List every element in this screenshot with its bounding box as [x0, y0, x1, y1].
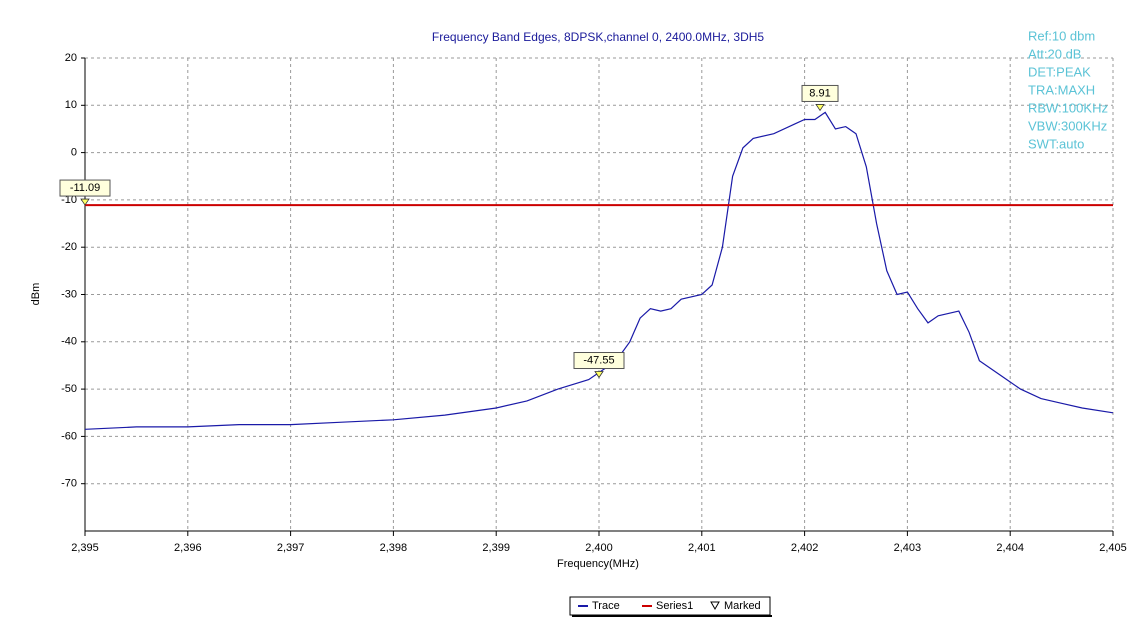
x-tick-label: 2,399: [482, 542, 510, 554]
x-tick-label: 2,397: [277, 542, 305, 554]
x-tick-label: 2,403: [894, 542, 922, 554]
annotation: DET:PEAK: [1028, 64, 1091, 79]
y-tick-label: -30: [61, 288, 77, 300]
marker-label: -47.55: [583, 354, 614, 366]
marker: [815, 104, 825, 112]
marker-label: 8.91: [809, 87, 830, 99]
y-tick-label: 0: [71, 147, 77, 159]
marker-label-box: [59, 179, 111, 197]
y-tick-label: -60: [61, 430, 77, 442]
y-tick-label: 20: [65, 52, 77, 64]
x-tick-label: 2,401: [688, 542, 716, 554]
y-tick-label: -20: [61, 241, 77, 253]
x-tick-label: 2,405: [1099, 542, 1127, 554]
annotation: VBW:300KHz: [1028, 118, 1107, 133]
y-tick-label: -50: [61, 383, 77, 395]
x-tick-label: 2,404: [996, 542, 1024, 554]
legend-label: Marked: [724, 600, 761, 612]
x-axis-label: Frequency(MHz): [557, 558, 639, 570]
legend-swatch: [710, 601, 720, 611]
annotation: RBW:100KHz: [1028, 100, 1108, 115]
annotation: Ref:10 dbm: [1028, 28, 1095, 43]
annotation: TRA:MAXH: [1028, 82, 1095, 97]
annotation: Att:20 dB: [1028, 46, 1081, 61]
marker-label-box: [801, 84, 839, 102]
marker-label-box: [573, 352, 625, 370]
legend-label: Trace: [592, 600, 620, 612]
x-tick-label: 2,400: [585, 542, 613, 554]
y-axis-label: dBm: [30, 283, 42, 306]
y-tick-label: -10: [61, 194, 77, 206]
annotation: SWT:auto: [1028, 136, 1084, 151]
marker: [80, 198, 90, 206]
y-tick-label: -70: [61, 478, 77, 490]
x-tick-label: 2,402: [791, 542, 819, 554]
series-line: [84, 111, 1114, 430]
marker-label: -11.09: [70, 182, 100, 194]
marker: [594, 371, 604, 379]
x-tick-label: 2,395: [71, 542, 99, 554]
chart-title: Frequency Band Edges, 8DPSK,channel 0, 2…: [432, 30, 765, 44]
legend-label: Series1: [656, 600, 693, 612]
x-tick-label: 2,396: [174, 542, 202, 554]
y-tick-label: 10: [65, 99, 77, 111]
x-tick-label: 2,398: [380, 542, 408, 554]
y-tick-label: -40: [61, 336, 77, 348]
